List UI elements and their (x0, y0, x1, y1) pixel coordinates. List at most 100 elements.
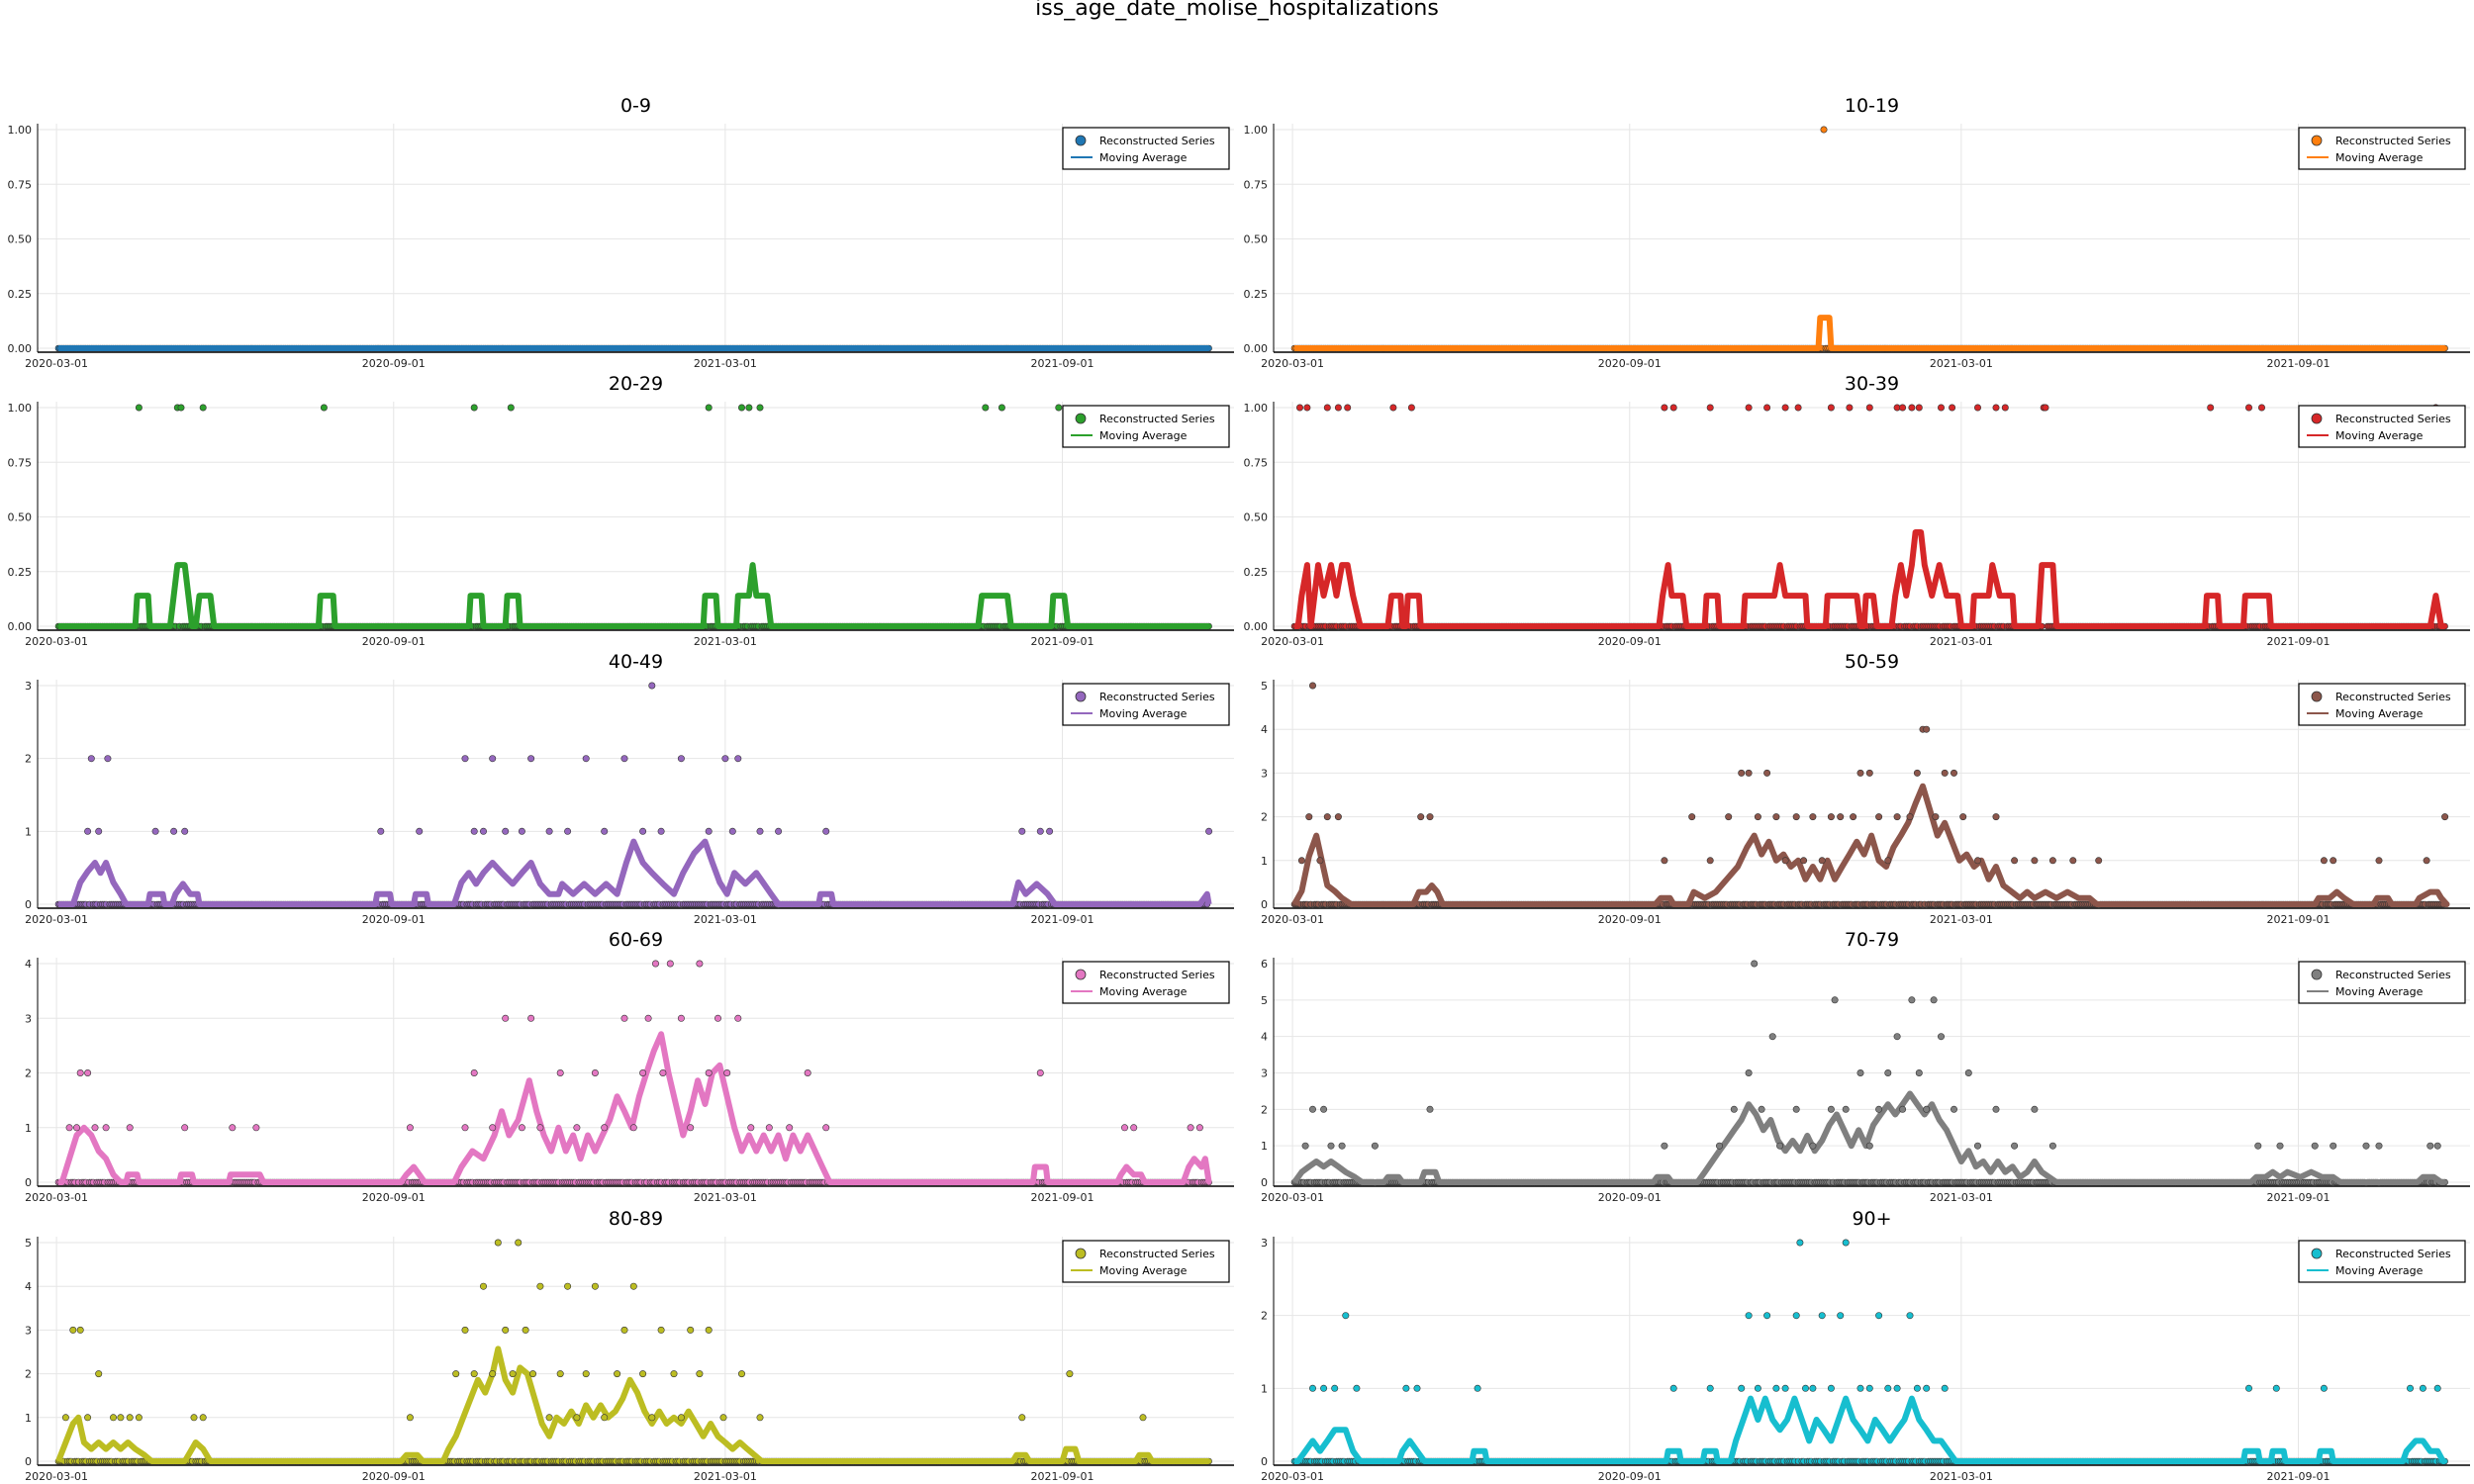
scatter-point (527, 1014, 535, 1022)
y-tick-label: 0.00 (8, 342, 33, 355)
x-tick-label: 2020-09-01 (362, 357, 426, 370)
scatter-point (65, 1124, 73, 1132)
scatter-point (461, 1124, 469, 1132)
scatter-point (1792, 813, 1800, 821)
scatter-point (507, 404, 515, 412)
y-tick-label: 0 (25, 898, 32, 911)
legend-label-line: Moving Average (1099, 151, 1188, 164)
scatter-point (620, 1014, 628, 1022)
moving-average-line (1291, 783, 2450, 907)
legend-label-scatter: Reconstructed Series (2335, 413, 2451, 425)
scatter-point (2441, 813, 2449, 821)
legend-label-scatter: Reconstructed Series (2335, 691, 2451, 703)
legend-label-line: Moving Average (1099, 707, 1188, 720)
y-tick-label: 2 (25, 1067, 32, 1080)
scatter-point (84, 827, 92, 835)
x-tick-label: 2020-03-01 (1261, 357, 1324, 370)
x-tick-label: 2020-09-01 (362, 635, 426, 648)
scatter-point (151, 827, 159, 835)
scatter-point (639, 1069, 647, 1077)
y-tick-label: 2 (1261, 1103, 1268, 1116)
y-tick-label: 0.75 (8, 456, 33, 469)
legend-label-line: Moving Average (2335, 429, 2424, 442)
scatter-point (170, 827, 178, 835)
x-tick-label: 2020-09-01 (1598, 357, 1662, 370)
scatter-point (696, 960, 704, 968)
scatter-point (320, 404, 328, 412)
x-tick-label: 2021-03-01 (694, 635, 757, 648)
scatter-point (1334, 404, 1342, 412)
scatter-point (181, 827, 189, 835)
y-tick-label: 0.50 (8, 511, 33, 524)
moving-average-line (58, 562, 1209, 629)
legend-scatter-marker (1075, 413, 1087, 424)
scatter-point (1992, 813, 2000, 821)
scatter-point (73, 1124, 81, 1132)
y-tick-label: 4 (1261, 723, 1268, 736)
scatter-point (1297, 857, 1305, 865)
y-tick-label: 4 (1261, 1031, 1268, 1044)
scatter-point (2258, 404, 2266, 412)
y-tick-label: 2 (1261, 811, 1268, 824)
scatter-point (734, 755, 742, 763)
scatter-point (1959, 813, 1967, 821)
scatter-point (728, 827, 736, 835)
legend-scatter-marker (1075, 135, 1087, 146)
y-tick-label: 0.25 (8, 566, 33, 579)
scatter-point (639, 827, 647, 835)
scatter-point (1906, 813, 1914, 821)
scatter-point (1344, 404, 1352, 412)
scatter-point (705, 827, 713, 835)
legend-label-line: Moving Average (2335, 151, 2424, 164)
x-tick-label: 2021-09-01 (1031, 913, 1094, 926)
scatter-point (582, 755, 590, 763)
scatter-point (786, 1124, 794, 1132)
scatter-point (1706, 857, 1714, 865)
scatter-point (1932, 813, 1940, 821)
x-tick-label: 2021-09-01 (1031, 1191, 1094, 1204)
moving-average-line (58, 838, 1212, 907)
scatter-point (406, 1124, 414, 1132)
scatter-point (1893, 813, 1901, 821)
y-tick-label: 0.50 (1244, 511, 1269, 524)
scatter-point (687, 1124, 695, 1132)
scatter-point (1754, 813, 1761, 821)
y-tick-label: 0 (1261, 898, 1268, 911)
scatter-point (1781, 857, 1789, 865)
scatter-point (1323, 813, 1331, 821)
scatter-point (1323, 404, 1331, 412)
scatter-point (1018, 827, 1026, 835)
figure-title: iss_age_date_molise_hospitalizations (1035, 0, 1439, 21)
scatter-point (470, 1069, 478, 1077)
scatter-point (1036, 1069, 1044, 1077)
scatter-point (1763, 769, 1771, 777)
x-tick-label: 2021-03-01 (694, 357, 757, 370)
x-tick-label: 2021-03-01 (1930, 913, 1993, 926)
scatter-point (2001, 404, 2009, 412)
scatter-point (1865, 404, 1873, 412)
scatter-point (2048, 857, 2056, 865)
scatter-point (564, 827, 572, 835)
scatter-point (181, 1124, 189, 1132)
legend-scatter-marker (2311, 691, 2323, 702)
scatter-point (677, 1014, 685, 1022)
x-tick-label: 2021-03-01 (694, 1191, 757, 1204)
scatter-point (822, 1124, 830, 1132)
scatter-point (1913, 769, 1921, 777)
scatter-point (2011, 857, 2019, 865)
scatter-point (1949, 404, 1956, 412)
x-tick-label: 2020-03-01 (1261, 1191, 1324, 1204)
x-tick-label: 2020-09-01 (1598, 635, 1662, 648)
scatter-point (95, 827, 103, 835)
y-tick-label: 0.25 (1244, 288, 1269, 301)
scatter-point (745, 404, 753, 412)
scatter-point (2330, 857, 2337, 865)
scatter-point (1205, 827, 1213, 835)
scatter-point (1417, 813, 1425, 821)
